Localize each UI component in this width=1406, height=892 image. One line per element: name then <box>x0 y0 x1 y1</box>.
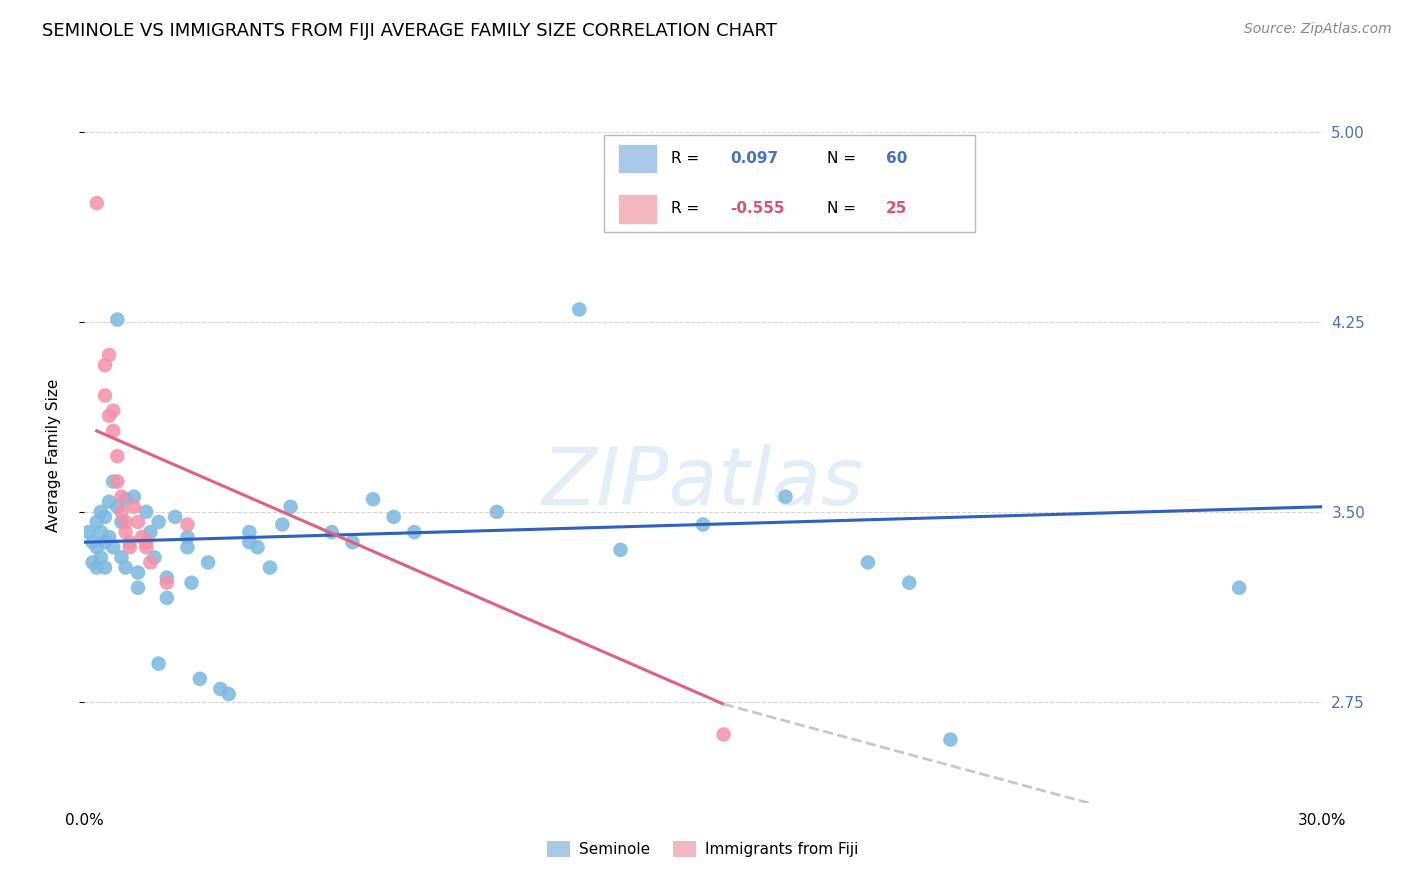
Point <box>94 535 117 549</box>
Point <box>98 409 121 423</box>
Point <box>271 517 294 532</box>
Point <box>837 823 859 838</box>
Point <box>209 681 232 696</box>
Point <box>246 541 269 555</box>
Point <box>259 560 281 574</box>
Point <box>94 388 117 402</box>
Point <box>110 490 132 504</box>
Point <box>856 556 879 570</box>
Point <box>135 505 157 519</box>
Point <box>156 591 179 605</box>
Point <box>82 535 104 549</box>
Point <box>114 492 136 507</box>
Point <box>568 302 591 317</box>
Point <box>135 541 157 555</box>
Point <box>176 530 198 544</box>
Point <box>105 312 128 326</box>
Point <box>238 535 260 549</box>
Point <box>382 509 405 524</box>
Point <box>103 403 125 417</box>
Point <box>127 566 149 580</box>
Point <box>404 525 426 540</box>
Point <box>609 542 631 557</box>
Point <box>110 550 132 565</box>
Point <box>188 672 211 686</box>
Point <box>86 541 108 555</box>
Point <box>94 560 117 574</box>
Point <box>127 581 149 595</box>
Legend: Seminole, Immigrants from Fiji: Seminole, Immigrants from Fiji <box>540 833 866 864</box>
Point <box>939 732 962 747</box>
Point <box>148 515 170 529</box>
Point <box>485 505 508 519</box>
Point <box>238 525 260 540</box>
Point <box>139 556 162 570</box>
Point <box>103 541 125 555</box>
Point <box>361 492 384 507</box>
Text: Source: ZipAtlas.com: Source: ZipAtlas.com <box>1244 22 1392 37</box>
Point <box>103 424 125 438</box>
Point <box>139 525 162 540</box>
Point <box>280 500 302 514</box>
Point <box>114 560 136 574</box>
Point <box>127 515 149 529</box>
Point <box>692 517 714 532</box>
Point <box>118 535 141 549</box>
Point <box>90 525 112 540</box>
Point <box>135 535 157 549</box>
Point <box>90 550 112 565</box>
Point <box>176 541 198 555</box>
Point <box>898 575 921 590</box>
Point <box>94 509 117 524</box>
Point <box>110 515 132 529</box>
Point <box>165 509 187 524</box>
Y-axis label: Average Family Size: Average Family Size <box>46 378 60 532</box>
Point <box>90 505 112 519</box>
Point <box>103 475 125 489</box>
Point <box>342 535 364 549</box>
Point <box>775 490 797 504</box>
Point <box>86 560 108 574</box>
Point <box>131 530 153 544</box>
Point <box>156 575 179 590</box>
Point <box>321 525 343 540</box>
Point <box>86 515 108 529</box>
Point <box>98 348 121 362</box>
Point <box>122 490 145 504</box>
Point <box>148 657 170 671</box>
Point <box>197 556 219 570</box>
Point <box>105 475 128 489</box>
Point <box>110 505 132 519</box>
Point <box>114 515 136 529</box>
Point <box>98 494 121 508</box>
Text: SEMINOLE VS IMMIGRANTS FROM FIJI AVERAGE FAMILY SIZE CORRELATION CHART: SEMINOLE VS IMMIGRANTS FROM FIJI AVERAGE… <box>42 22 778 40</box>
Point <box>114 525 136 540</box>
Point <box>86 196 108 211</box>
Point <box>156 571 179 585</box>
Point <box>218 687 240 701</box>
Point <box>180 575 202 590</box>
Point <box>1227 581 1250 595</box>
Point <box>82 556 104 570</box>
Point <box>176 517 198 532</box>
Point <box>122 500 145 514</box>
Point <box>98 530 121 544</box>
Text: ZIPatlas: ZIPatlas <box>541 443 865 522</box>
Point <box>143 550 166 565</box>
Point <box>77 525 100 540</box>
Point <box>105 449 128 463</box>
Point <box>713 727 735 741</box>
Point <box>105 500 128 514</box>
Point <box>94 358 117 372</box>
Point <box>118 541 141 555</box>
